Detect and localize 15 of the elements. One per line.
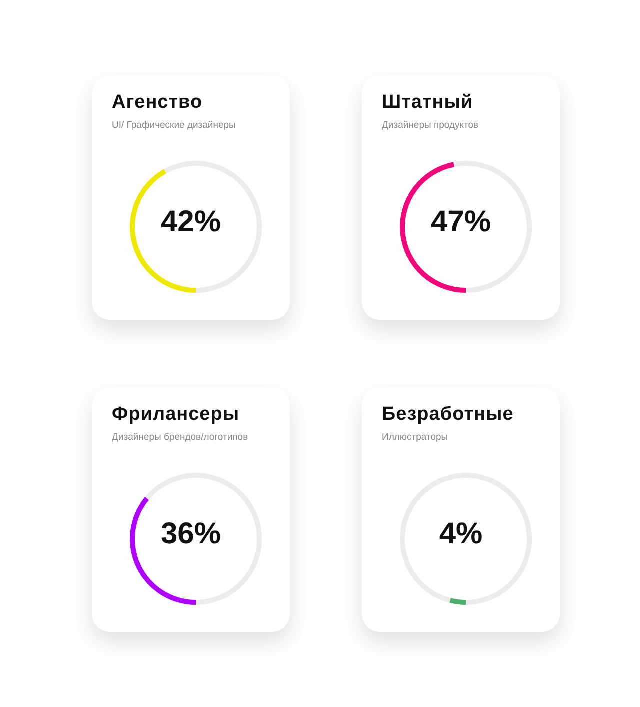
chart-subtitle: Дизайнеры брендов/логотипов [112, 432, 248, 443]
donut-slice [400, 473, 532, 605]
donut-slice [145, 473, 262, 605]
chart-title: Штатный [382, 92, 474, 114]
chart-title: Фрилансеры [112, 404, 240, 426]
chart-title: Безработные [382, 404, 514, 426]
text: 4% [439, 518, 483, 550]
text: 36% [160, 518, 222, 550]
text: 42% [160, 206, 222, 238]
donut-slice [450, 598, 466, 605]
chart-subtitle: Иллюстраторы [382, 432, 448, 443]
chart-subtitle: Дизайнеры продуктов [382, 120, 479, 131]
chart-title: Агенство [112, 92, 203, 114]
chart-subtitle: UI/ Графические дизайнеры [112, 120, 236, 131]
text: 47% [430, 206, 492, 238]
